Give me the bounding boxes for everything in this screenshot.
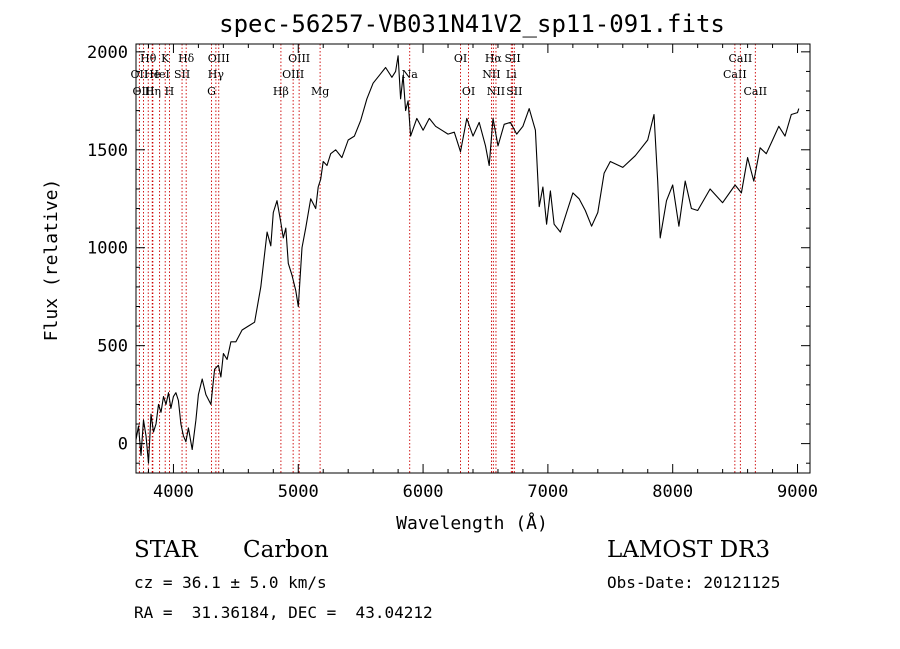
object-class: STAR bbox=[134, 537, 198, 563]
line-label: Na bbox=[402, 68, 419, 81]
line-label: OII bbox=[131, 68, 149, 81]
line-label: CaII bbox=[743, 85, 767, 98]
y-tick-label: 1000 bbox=[87, 239, 128, 259]
line-label: OIII bbox=[208, 52, 230, 65]
line-label: SII bbox=[174, 68, 190, 81]
y-axis: 0 500 1000 1500 2000 bbox=[87, 43, 810, 464]
line-label: OI bbox=[462, 85, 475, 98]
line-label: Hη bbox=[145, 85, 161, 98]
line-label: Hβ bbox=[273, 85, 289, 98]
x-tick-label: 6000 bbox=[403, 482, 444, 502]
line-label: OIII bbox=[288, 52, 310, 65]
line-label: HeI bbox=[149, 68, 169, 81]
y-axis-label: Flux (relative) bbox=[41, 179, 62, 342]
object-subclass: Carbon bbox=[243, 537, 329, 563]
line-label: Hθ bbox=[140, 52, 157, 65]
line-label: OI bbox=[454, 52, 467, 65]
line-label: K bbox=[161, 52, 170, 65]
chart-title: spec-56257-VB031N41V2_sp11-091.fits bbox=[219, 10, 725, 38]
x-axis-label: Wavelength (Å) bbox=[396, 512, 548, 534]
y-tick-label: 2000 bbox=[87, 43, 128, 63]
x-tick-label: 9000 bbox=[777, 482, 818, 502]
x-axis: 4000 5000 6000 7000 8000 9000 bbox=[147, 44, 818, 502]
line-marker-group bbox=[138, 44, 756, 473]
line-label: H bbox=[165, 85, 175, 98]
x-tick-label: 8000 bbox=[652, 482, 693, 502]
x-tick-label: 7000 bbox=[527, 482, 568, 502]
line-label: CaII bbox=[729, 52, 753, 65]
y-tick-label: 0 bbox=[118, 435, 128, 455]
line-label: Mg bbox=[311, 85, 329, 98]
line-label: Hγ bbox=[208, 68, 225, 81]
line-label: NII bbox=[487, 85, 505, 98]
line-label: CaII bbox=[723, 68, 747, 81]
line-label: OIII bbox=[282, 68, 304, 81]
line-label: Hα bbox=[485, 52, 503, 65]
y-tick-label: 500 bbox=[97, 337, 128, 357]
observation-date: Obs-Date: 20121125 bbox=[607, 573, 781, 592]
line-label: SII bbox=[504, 52, 520, 65]
line-label: He bbox=[144, 68, 160, 81]
line-label: Hδ bbox=[178, 52, 195, 65]
spectrum-line bbox=[135, 55, 800, 464]
plot-frame bbox=[135, 43, 811, 474]
line-label: SII bbox=[506, 85, 522, 98]
line-label-group: Hθ OII OIII He Hη K HeI H SII Hδ OIII Hγ G Hβ OIII OIII… bbox=[131, 52, 768, 98]
y-tick-label: 1500 bbox=[87, 141, 128, 161]
redshift-text: cz = 36.1 ± 5.0 km/s bbox=[134, 573, 327, 592]
x-tick-label: 4000 bbox=[153, 482, 194, 502]
line-label: OIII bbox=[132, 85, 154, 98]
line-label: NII bbox=[482, 68, 500, 81]
survey-name: LAMOST DR3 bbox=[607, 537, 771, 563]
line-label: Li bbox=[506, 68, 517, 81]
x-tick-label: 5000 bbox=[278, 482, 319, 502]
line-label: G bbox=[207, 85, 216, 98]
coordinates-text: RA = 31.36184, DEC = 43.04212 bbox=[134, 603, 433, 622]
